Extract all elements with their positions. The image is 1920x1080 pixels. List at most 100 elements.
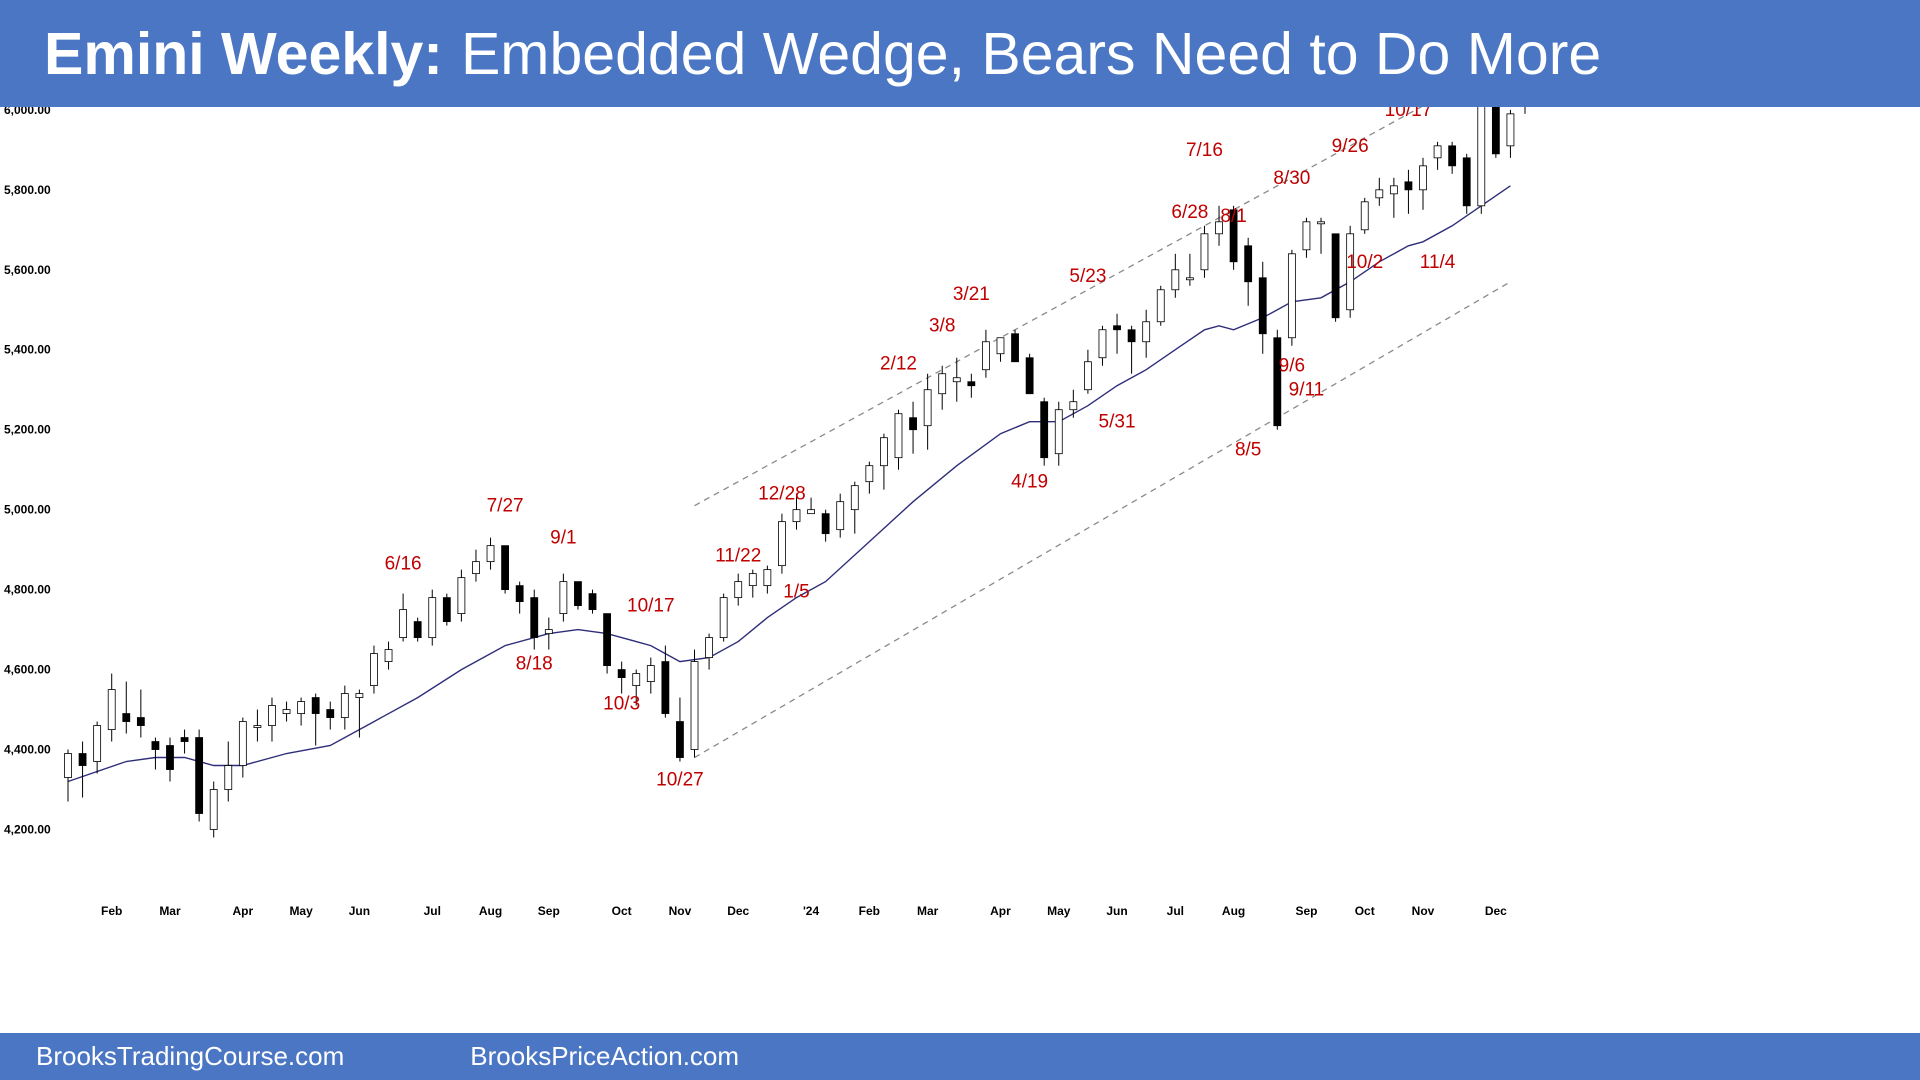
candle xyxy=(1229,205,1238,270)
candle-body-bull xyxy=(1477,107,1486,207)
candle-body-bull xyxy=(340,693,349,718)
candle xyxy=(442,593,451,626)
candle xyxy=(64,749,72,802)
moving-average-line xyxy=(67,185,1511,783)
candle xyxy=(282,701,291,722)
y-tick-label: 5,000.00 xyxy=(4,503,51,517)
candle xyxy=(1258,261,1267,354)
candle-body-bull xyxy=(1069,401,1078,411)
candle-body-bear xyxy=(501,545,510,591)
candle-body-bull xyxy=(734,581,743,599)
x-tick-label: Jul xyxy=(1167,904,1184,918)
date-annotation: 1/5 xyxy=(783,582,809,603)
candle-body-bull xyxy=(384,649,393,662)
candle-body-bear xyxy=(603,613,611,666)
chart-subtitle: Embedded Wedge, Bears Need to Do More xyxy=(460,20,1602,87)
candle xyxy=(457,569,466,622)
candle xyxy=(297,697,306,726)
candle xyxy=(224,741,233,802)
candle-body-bull xyxy=(209,789,218,830)
date-annotation: 11/22 xyxy=(715,546,761,567)
candle-body-bull xyxy=(1200,233,1209,271)
x-tick-label: Feb xyxy=(859,904,880,918)
candle xyxy=(821,509,830,542)
candle xyxy=(1448,141,1457,174)
date-annotation: 11/4 xyxy=(1420,252,1456,273)
candle-body-bear xyxy=(588,593,597,611)
candle xyxy=(399,593,408,642)
candle-body-bull xyxy=(297,701,306,714)
candle-body-bear xyxy=(1462,157,1471,207)
candle xyxy=(544,617,553,650)
candle-body-bull xyxy=(1142,321,1151,343)
candle xyxy=(763,565,772,594)
candle xyxy=(1200,225,1209,278)
footer-link-brookstradingcourse[interactable]: BrooksTradingCourse.com xyxy=(36,1041,345,1071)
candle xyxy=(1462,153,1471,214)
candle xyxy=(1244,237,1253,306)
candle xyxy=(1098,325,1107,366)
candle xyxy=(311,693,320,746)
y-tick-label: 6,000.00 xyxy=(4,107,51,117)
candle-body-bull xyxy=(894,413,903,459)
candle xyxy=(166,737,174,782)
candle xyxy=(1185,253,1194,286)
candle xyxy=(1433,141,1442,170)
x-tick-label: Sep xyxy=(538,904,560,918)
candle-body-bull xyxy=(224,765,233,790)
date-annotation: 9/1 xyxy=(550,528,576,549)
candle xyxy=(413,617,422,642)
candle-body-bear xyxy=(78,753,87,766)
candle-body-bear xyxy=(1113,325,1121,331)
candle-body-bear xyxy=(166,745,174,770)
channel-line-upper xyxy=(694,107,1423,507)
candle xyxy=(1011,329,1019,363)
candle xyxy=(122,681,131,734)
candle xyxy=(574,581,582,610)
date-annotation: 5/31 xyxy=(1099,412,1136,433)
chart-area: 4,200.00 4,400.00 4,600.00 4,800.00 5,000.00… xyxy=(0,107,1920,1033)
candle-body-bear xyxy=(195,737,204,814)
candle-body-bull xyxy=(1346,233,1355,311)
candle xyxy=(151,737,160,770)
candle-body-bear xyxy=(574,581,582,607)
candle xyxy=(1156,285,1165,326)
candle-body-bull xyxy=(836,501,845,531)
candle-body-bull xyxy=(93,725,102,762)
candle-body-bull xyxy=(399,609,408,638)
candle-body-bear xyxy=(442,597,451,623)
x-tick-label: Jun xyxy=(349,904,370,918)
candle xyxy=(923,373,932,450)
x-tick-label: May xyxy=(289,904,313,918)
y-tick-label: 5,800.00 xyxy=(4,183,51,197)
x-tick-label: Dec xyxy=(727,904,749,918)
candle xyxy=(1375,177,1384,206)
candle-body-bear xyxy=(1229,209,1238,263)
candle-body-bull xyxy=(1317,221,1325,225)
date-annotation: 8/18 xyxy=(516,654,553,675)
candle xyxy=(1360,197,1369,234)
footer-link-brookspriceaction[interactable]: BrooksPriceAction.com xyxy=(470,1041,740,1071)
candle-body-bull xyxy=(64,753,72,778)
y-tick-label: 4,200.00 xyxy=(4,823,51,837)
date-annotation: 10/27 xyxy=(656,770,704,791)
candle xyxy=(559,573,568,622)
x-tick-label: '24 xyxy=(803,904,820,918)
candle xyxy=(836,493,845,538)
candle-body-bull xyxy=(982,341,990,371)
candle-body-bear xyxy=(1258,277,1267,335)
y-tick-label: 5,400.00 xyxy=(4,343,51,357)
candle-body-bull xyxy=(923,389,932,427)
candle xyxy=(355,689,364,738)
candle xyxy=(428,589,437,646)
candle xyxy=(982,329,990,378)
candle-body-bull xyxy=(486,545,495,563)
candle xyxy=(748,569,757,598)
candle-body-bear xyxy=(136,717,145,726)
candle xyxy=(938,365,947,410)
candle xyxy=(646,657,655,694)
candle-body-bear xyxy=(1273,337,1282,427)
footer-bar: BrooksTradingCourse.com BrooksPriceActio… xyxy=(0,1033,1920,1080)
x-tick-label: May xyxy=(1047,904,1071,918)
candle-body-bear xyxy=(821,513,830,535)
